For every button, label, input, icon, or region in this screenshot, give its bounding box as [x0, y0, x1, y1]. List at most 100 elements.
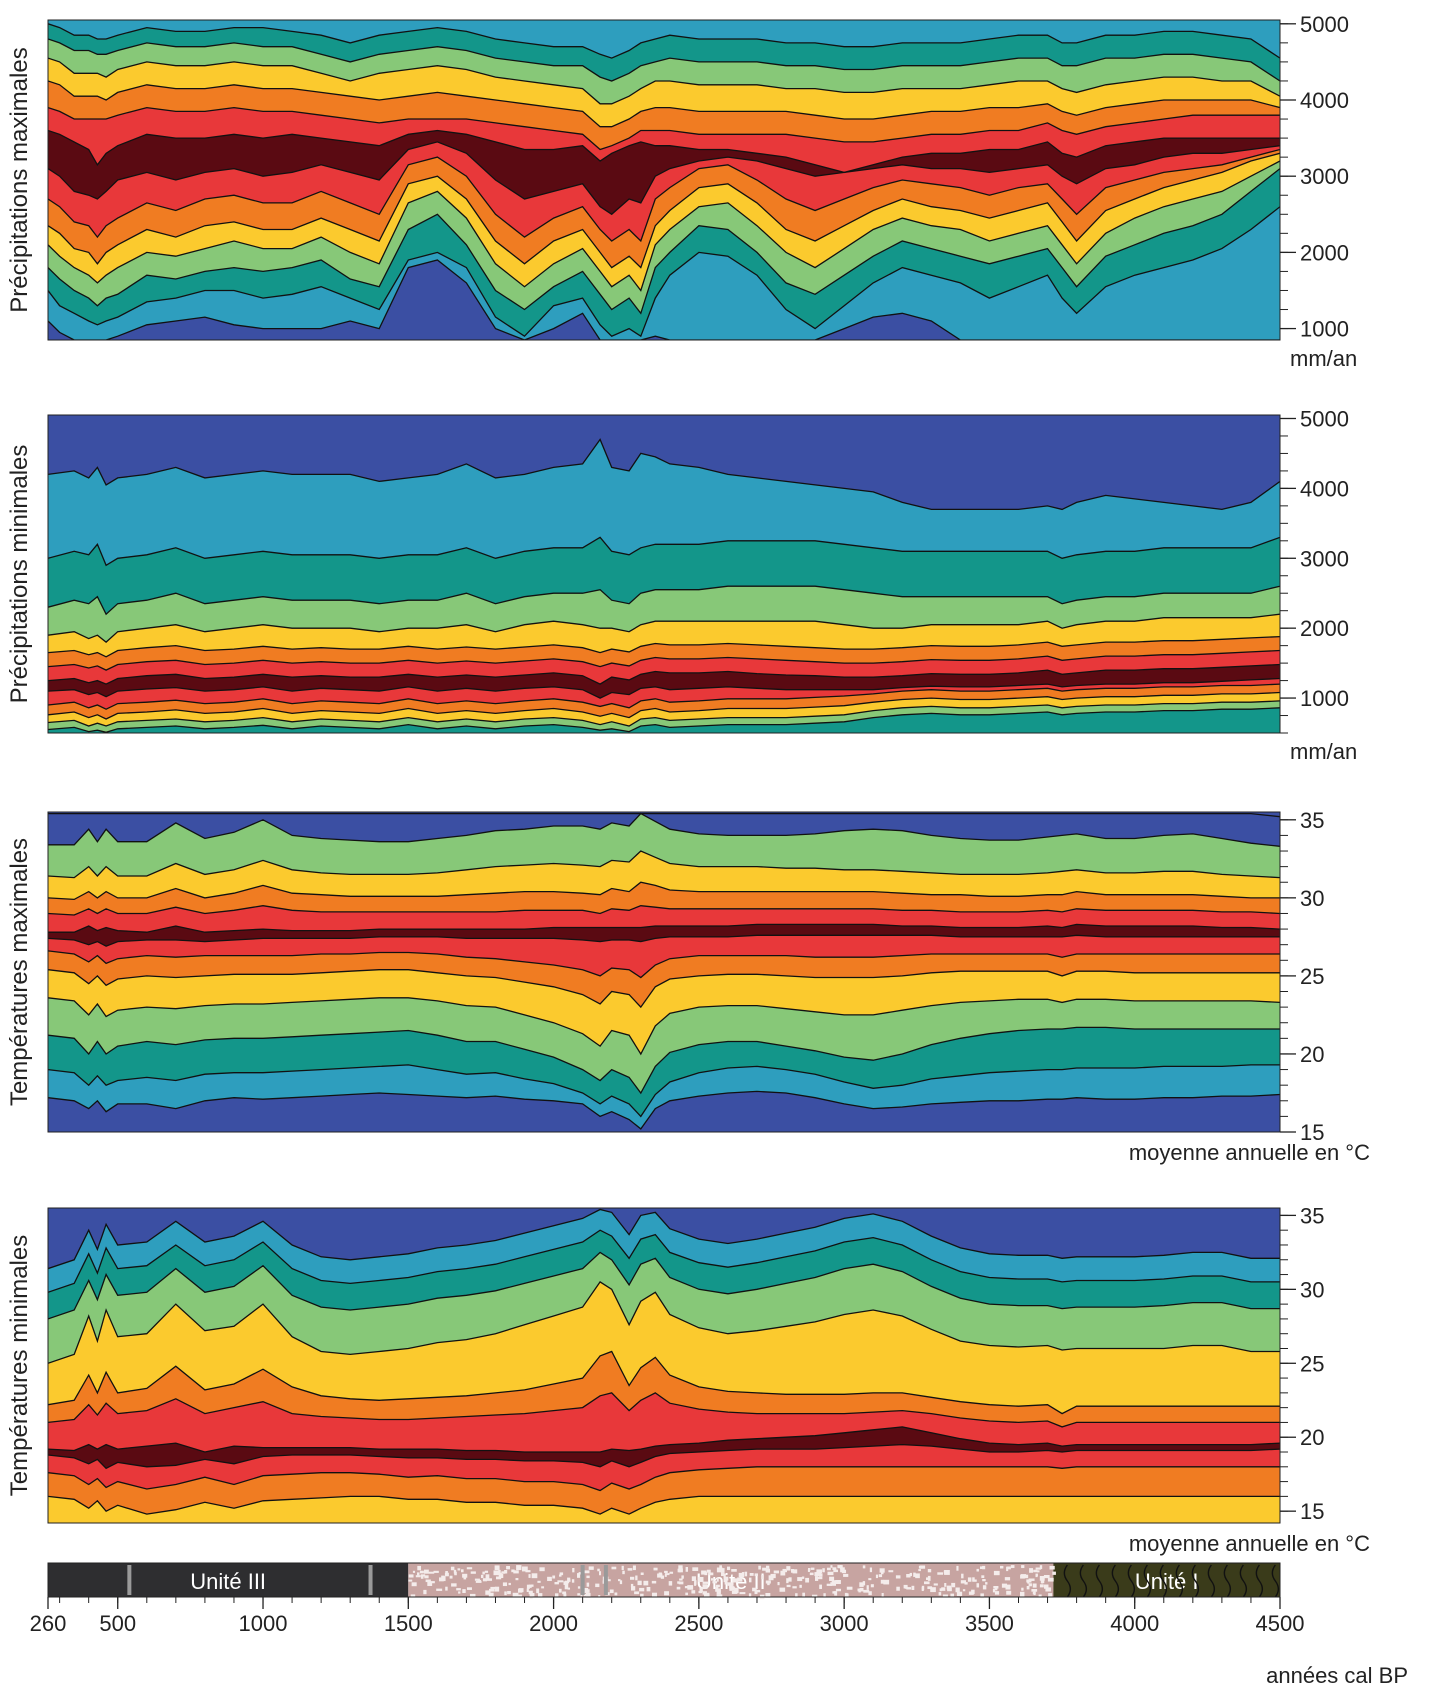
- plot-frame: [47, 811, 1281, 1133]
- sample-marker: [127, 1565, 132, 1595]
- texture-speck: [906, 1587, 912, 1590]
- y-tick-label: 35: [1300, 1203, 1324, 1228]
- texture-speck: [584, 1589, 590, 1593]
- texture-wave: [1271, 1564, 1280, 1598]
- texture-speck: [1031, 1589, 1038, 1592]
- y-tick-label: 20: [1300, 1042, 1324, 1067]
- texture-speck: [425, 1579, 431, 1583]
- y-tick-label: 30: [1300, 886, 1324, 911]
- texture-speck: [777, 1582, 780, 1586]
- texture-speck: [836, 1580, 841, 1583]
- texture-speck: [657, 1573, 663, 1578]
- texture-speck: [944, 1583, 947, 1587]
- texture-speck: [1026, 1586, 1030, 1590]
- texture-speck: [423, 1589, 427, 1595]
- texture-speck: [493, 1570, 499, 1576]
- texture-speck: [482, 1578, 487, 1582]
- plot-frame: [47, 1207, 1281, 1524]
- texture-speck: [698, 1577, 704, 1582]
- texture-speck: [1033, 1590, 1036, 1596]
- texture-speck: [801, 1576, 805, 1579]
- texture-speck: [779, 1587, 786, 1592]
- texture-speck: [597, 1568, 600, 1572]
- isoline-8: [48, 635, 1280, 658]
- texture-speck: [501, 1571, 506, 1574]
- texture-speck: [586, 1575, 590, 1579]
- x-tick-label: 4500: [1256, 1611, 1305, 1636]
- texture-speck: [982, 1565, 986, 1570]
- texture-speck: [627, 1568, 633, 1571]
- isoline-8: [48, 1251, 1280, 1320]
- texture-wave: [1255, 1564, 1264, 1598]
- texture-speck: [754, 1590, 758, 1595]
- texture-speck: [754, 1573, 758, 1577]
- texture-speck: [450, 1566, 455, 1571]
- texture-speck: [926, 1577, 929, 1581]
- texture-speck: [485, 1574, 490, 1580]
- texture-speck: [724, 1576, 729, 1581]
- y-tick-label: 35: [1300, 808, 1324, 833]
- texture-speck: [677, 1581, 681, 1584]
- texture-speck: [486, 1578, 493, 1581]
- texture-speck: [614, 1592, 618, 1596]
- texture-speck: [496, 1576, 502, 1580]
- texture-speck: [758, 1565, 761, 1570]
- texture-speck: [577, 1593, 580, 1596]
- y-tick-label: 4000: [1300, 88, 1349, 113]
- texture-speck: [637, 1580, 642, 1586]
- texture-speck: [833, 1569, 839, 1573]
- isoline-9: [48, 613, 1280, 643]
- texture-speck: [454, 1571, 457, 1576]
- texture-speck: [1029, 1568, 1034, 1573]
- texture-speck: [639, 1587, 645, 1592]
- texture-speck: [868, 1578, 872, 1581]
- texture-speck: [862, 1565, 866, 1569]
- texture-speck: [962, 1589, 966, 1592]
- texture-speck: [577, 1586, 581, 1589]
- unit-bar-1: [48, 1563, 409, 1597]
- isoline-2: [48, 206, 1280, 338]
- texture-speck: [433, 1570, 439, 1573]
- texture-speck: [822, 1568, 825, 1573]
- unit-label: moyenne annuelle en °C: [1129, 1140, 1370, 1165]
- texture-speck: [622, 1570, 625, 1575]
- texture-speck: [498, 1573, 504, 1579]
- texture-speck: [408, 1574, 414, 1578]
- isoline-3: [48, 1443, 1280, 1470]
- texture-speck: [511, 1569, 515, 1573]
- texture-speck: [525, 1570, 531, 1573]
- isoline-6: [48, 663, 1280, 685]
- texture-speck: [812, 1594, 818, 1598]
- texture-speck: [653, 1567, 658, 1571]
- texture-speck: [481, 1574, 484, 1579]
- texture-speck: [1052, 1571, 1056, 1575]
- texture-speck: [631, 1586, 636, 1591]
- texture-speck: [879, 1568, 885, 1573]
- isoline-9: [48, 1229, 1280, 1293]
- texture-speck: [843, 1573, 849, 1577]
- y-tick-label: 15: [1300, 1120, 1324, 1145]
- texture-wave: [1239, 1564, 1248, 1598]
- texture-speck: [646, 1587, 651, 1592]
- texture-speck: [484, 1570, 489, 1573]
- texture-speck: [702, 1591, 707, 1595]
- texture-speck: [640, 1572, 644, 1575]
- texture-speck: [528, 1590, 533, 1595]
- texture-speck: [765, 1568, 771, 1573]
- isoline-11: [48, 536, 1280, 567]
- texture-speck: [474, 1578, 480, 1581]
- texture-speck: [964, 1582, 968, 1585]
- x-axis-title: années cal BP: [1266, 1663, 1408, 1688]
- texture-speck: [1021, 1565, 1025, 1569]
- texture-speck: [417, 1572, 420, 1576]
- texture-speck: [731, 1569, 737, 1572]
- texture-speck: [512, 1592, 519, 1598]
- texture-speck: [1039, 1576, 1045, 1581]
- texture-speck: [701, 1570, 707, 1575]
- texture-speck: [1005, 1584, 1011, 1590]
- unit-label: mm/an: [1290, 346, 1357, 371]
- y-axis-title: Températures maximales: [6, 838, 33, 1106]
- texture-speck: [1033, 1569, 1038, 1573]
- y-axis-title: Températures minimales: [6, 1235, 33, 1496]
- texture-speck: [982, 1579, 986, 1582]
